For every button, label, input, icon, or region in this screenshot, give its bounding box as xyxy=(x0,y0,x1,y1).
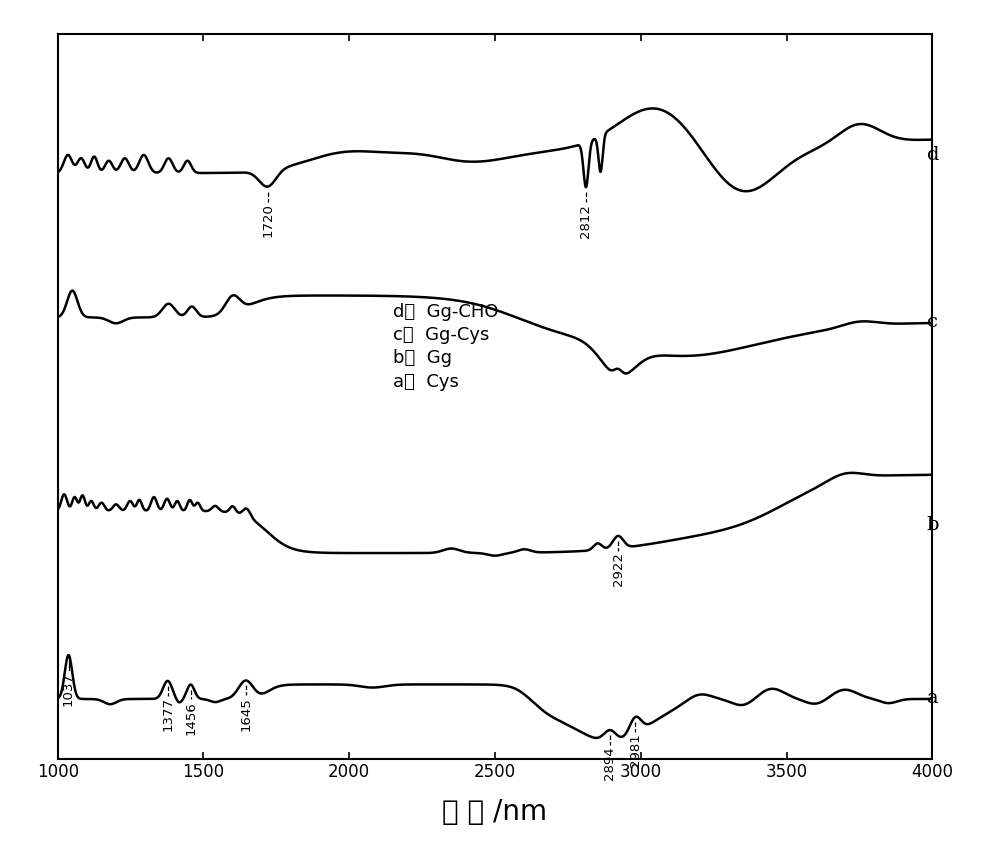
Text: d：  Gg-CHO: d： Gg-CHO xyxy=(393,303,498,321)
Text: b：  Gg: b： Gg xyxy=(393,349,452,367)
Text: 1037: 1037 xyxy=(62,672,75,705)
X-axis label: 波 长 /nm: 波 长 /nm xyxy=(442,798,548,826)
Text: 2922: 2922 xyxy=(612,552,625,587)
Text: c: c xyxy=(927,313,938,330)
Text: 1720: 1720 xyxy=(261,203,274,237)
Text: 1645: 1645 xyxy=(239,697,252,731)
Text: 2981: 2981 xyxy=(629,734,642,767)
Text: 1456: 1456 xyxy=(184,701,197,734)
Text: 1377: 1377 xyxy=(161,697,174,732)
Text: 2894: 2894 xyxy=(603,746,616,780)
Text: d: d xyxy=(927,145,939,163)
Text: c：  Gg-Cys: c： Gg-Cys xyxy=(393,326,489,344)
Text: a：  Cys: a： Cys xyxy=(393,372,459,390)
Text: b: b xyxy=(927,516,939,534)
Text: 2812: 2812 xyxy=(579,204,592,237)
Text: a: a xyxy=(927,689,938,707)
